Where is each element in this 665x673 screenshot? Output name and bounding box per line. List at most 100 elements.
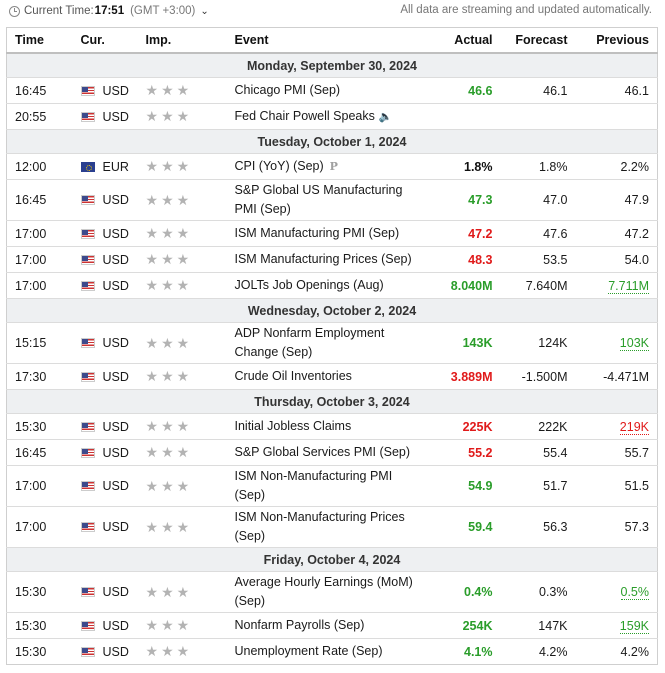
economic-calendar-table: Time Cur. Imp. Event Actual Forecast Pre… xyxy=(6,27,658,665)
event-name[interactable]: Chicago PMI (Sep) xyxy=(234,83,341,97)
event-name[interactable]: Nonfarm Payrolls (Sep) xyxy=(234,618,365,632)
us-flag-icon xyxy=(80,620,95,631)
table-row[interactable]: 16:45 USD ★ ★ ★ S&P Global Services PMI (Sep)… xyxy=(6,439,658,466)
table-row[interactable]: 16:45 USD ★ ★ ★ S&P Global US Manufacturing P… xyxy=(6,179,658,221)
star-icon: ★ xyxy=(176,518,190,535)
event-cell[interactable]: Unemployment Rate (Sep) xyxy=(226,638,425,665)
table-row[interactable]: 15:30 USD ★ ★ ★ Initial Jobless Claims 225K 222… xyxy=(6,413,658,440)
event-name[interactable]: CPI (YoY) (Sep) xyxy=(234,159,324,173)
star-icon: ★ xyxy=(176,368,190,384)
previous-value[interactable]: 159K xyxy=(619,618,649,634)
timezone-label: (GMT +3:00) xyxy=(130,5,196,17)
table-row[interactable]: 15:15 USD ★ ★ ★ ADP Nonfarm Employment Change… xyxy=(6,322,658,364)
table-row[interactable]: 17:00 USD ★ ★ ★ JOLTs Job Openings (Aug) 8.040… xyxy=(6,272,658,299)
chevron-down-icon[interactable]: ⌄ xyxy=(200,6,209,17)
event-name[interactable]: Initial Jobless Claims xyxy=(234,419,352,433)
table-row[interactable]: 15:30 USD ★ ★ ★ Unemployment Rate (Sep) 4.1% 4.… xyxy=(6,638,658,665)
event-cell[interactable]: Nonfarm Payrolls (Sep) xyxy=(226,612,425,639)
event-name[interactable]: Crude Oil Inventories xyxy=(234,369,352,383)
table-row[interactable]: 15:30 USD ★ ★ ★ Average Hourly Earnings (MoM)… xyxy=(6,571,658,613)
event-cell[interactable]: ISM Manufacturing PMI (Sep) xyxy=(226,220,425,247)
importance-stars: ★ ★ ★ xyxy=(137,322,227,364)
event-cell[interactable]: JOLTs Job Openings (Aug) xyxy=(226,272,425,299)
header-forecast[interactable]: Forecast xyxy=(500,27,576,54)
table-row[interactable]: 17:00 USD ★ ★ ★ ISM Non-Manufacturing PMI (Se… xyxy=(6,465,658,507)
event-cell[interactable]: ISM Non-Manufacturing Prices (Sep) xyxy=(226,506,425,548)
previous-value[interactable]: 219K xyxy=(619,419,649,435)
header-actual[interactable]: Actual xyxy=(424,27,501,54)
table-row[interactable]: 20:55 USD ★ ★ ★ Fed Chair Powell Speaks 🔈 xyxy=(6,103,658,130)
event-name[interactable]: Fed Chair Powell Speaks xyxy=(234,108,375,123)
header-time[interactable]: Time xyxy=(6,27,73,54)
event-name[interactable]: ADP Nonfarm Employment Change (Sep) xyxy=(234,326,385,359)
event-name[interactable]: ISM Manufacturing Prices (Sep) xyxy=(234,252,412,266)
event-name[interactable]: S&P Global US Manufacturing PMI (Sep) xyxy=(234,183,403,216)
currency-code: USD xyxy=(102,644,129,659)
table-row[interactable]: 15:30 USD ★ ★ ★ Nonfarm Payrolls (Sep) 254K 147… xyxy=(6,612,658,639)
date-header-row: Monday, September 30, 2024 xyxy=(6,52,658,78)
importance-stars: ★ ★ ★ xyxy=(137,638,227,665)
event-currency: USD xyxy=(72,322,138,364)
previous-value: 47.9 xyxy=(624,193,649,207)
preliminary-icon[interactable]: P xyxy=(329,160,338,173)
star-icon: ★ xyxy=(176,334,190,351)
speaker-icon[interactable]: 🔈 xyxy=(378,110,393,123)
previous-value: 54.0 xyxy=(624,252,649,267)
importance-stars: ★ ★ ★ xyxy=(137,153,227,180)
event-cell[interactable]: S&P Global Services PMI (Sep) xyxy=(226,439,425,466)
previous-value[interactable]: 0.5% xyxy=(620,585,649,600)
event-cell[interactable]: Fed Chair Powell Speaks 🔈 xyxy=(226,103,425,130)
header-importance[interactable]: Imp. xyxy=(137,27,227,54)
event-name[interactable]: JOLTs Job Openings (Aug) xyxy=(234,278,384,292)
event-name[interactable]: ISM Non-Manufacturing PMI (Sep) xyxy=(234,469,393,502)
forecast-value: 47.6 xyxy=(500,220,576,247)
table-row[interactable]: 16:45 USD ★ ★ ★ Chicago PMI (Sep) 46.6 46.1 46.1 xyxy=(6,77,658,104)
event-cell[interactable]: Chicago PMI (Sep) xyxy=(226,77,425,104)
event-cell[interactable]: S&P Global US Manufacturing PMI (Sep) xyxy=(226,179,425,221)
clock-icon xyxy=(9,6,20,17)
previous-value: 51.5 xyxy=(624,479,649,493)
event-cell[interactable]: ISM Manufacturing Prices (Sep) xyxy=(226,246,425,273)
event-cell[interactable]: Average Hourly Earnings (MoM) (Sep) xyxy=(226,571,425,613)
table-row[interactable]: 12:00 EUR ★ ★ ★ CPI (YoY) (Sep) P 1.8% 1.8% 2.2% xyxy=(6,153,658,180)
date-header: Monday, September 30, 2024 xyxy=(6,52,658,78)
event-cell[interactable]: ISM Non-Manufacturing PMI (Sep) xyxy=(226,465,425,507)
currency-code: USD xyxy=(102,479,129,493)
star-icon: ★ xyxy=(161,518,174,535)
star-icon: ★ xyxy=(161,108,174,124)
star-icon: ★ xyxy=(176,418,190,434)
header-currency[interactable]: Cur. xyxy=(72,27,138,54)
current-time[interactable]: Current Time:17:51 (GMT +3:00) ⌄ xyxy=(24,5,209,17)
event-name[interactable]: Unemployment Rate (Sep) xyxy=(234,644,383,658)
event-time: 15:30 xyxy=(6,413,73,440)
table-row[interactable]: 17:00 USD ★ ★ ★ ISM Non-Manufacturing Prices … xyxy=(6,506,658,548)
event-currency: USD xyxy=(72,612,138,639)
event-cell[interactable]: CPI (YoY) (Sep) P xyxy=(226,153,425,180)
star-icon: ★ xyxy=(161,251,174,267)
event-cell[interactable]: ADP Nonfarm Employment Change (Sep) xyxy=(226,322,425,364)
star-icon: ★ xyxy=(145,368,159,384)
star-icon: ★ xyxy=(145,108,159,124)
forecast-value: 1.8% xyxy=(500,153,576,180)
header-event[interactable]: Event xyxy=(226,27,425,54)
event-cell[interactable]: Initial Jobless Claims xyxy=(226,413,425,440)
star-icon: ★ xyxy=(161,191,174,208)
previous-value[interactable]: 103K xyxy=(619,336,649,351)
actual-value: 4.1% xyxy=(424,638,501,665)
table-row[interactable]: 17:00 USD ★ ★ ★ ISM Manufacturing PMI (Sep) 47… xyxy=(6,220,658,247)
header-previous[interactable]: Previous xyxy=(575,27,658,54)
table-row[interactable]: 17:00 USD ★ ★ ★ ISM Manufacturing Prices (Sep… xyxy=(6,246,658,273)
previous-value[interactable]: 7.711M xyxy=(608,278,649,294)
event-name[interactable]: ISM Manufacturing PMI (Sep) xyxy=(234,226,400,240)
event-name[interactable]: Average Hourly Earnings (MoM) (Sep) xyxy=(234,575,413,608)
event-cell[interactable]: Crude Oil Inventories xyxy=(226,363,425,390)
star-icon: ★ xyxy=(176,82,190,98)
star-icon: ★ xyxy=(145,82,159,98)
importance-stars: ★ ★ ★ xyxy=(137,220,227,247)
table-header-row: Time Cur. Imp. Event Actual Forecast Pre… xyxy=(6,27,658,54)
event-name[interactable]: S&P Global Services PMI (Sep) xyxy=(234,445,411,459)
table-row[interactable]: 17:30 USD ★ ★ ★ Crude Oil Inventories 3.889M -1… xyxy=(6,363,658,390)
event-name[interactable]: ISM Non-Manufacturing Prices (Sep) xyxy=(234,510,405,543)
star-icon: ★ xyxy=(145,444,159,460)
previous-cell: 159K xyxy=(575,612,658,639)
